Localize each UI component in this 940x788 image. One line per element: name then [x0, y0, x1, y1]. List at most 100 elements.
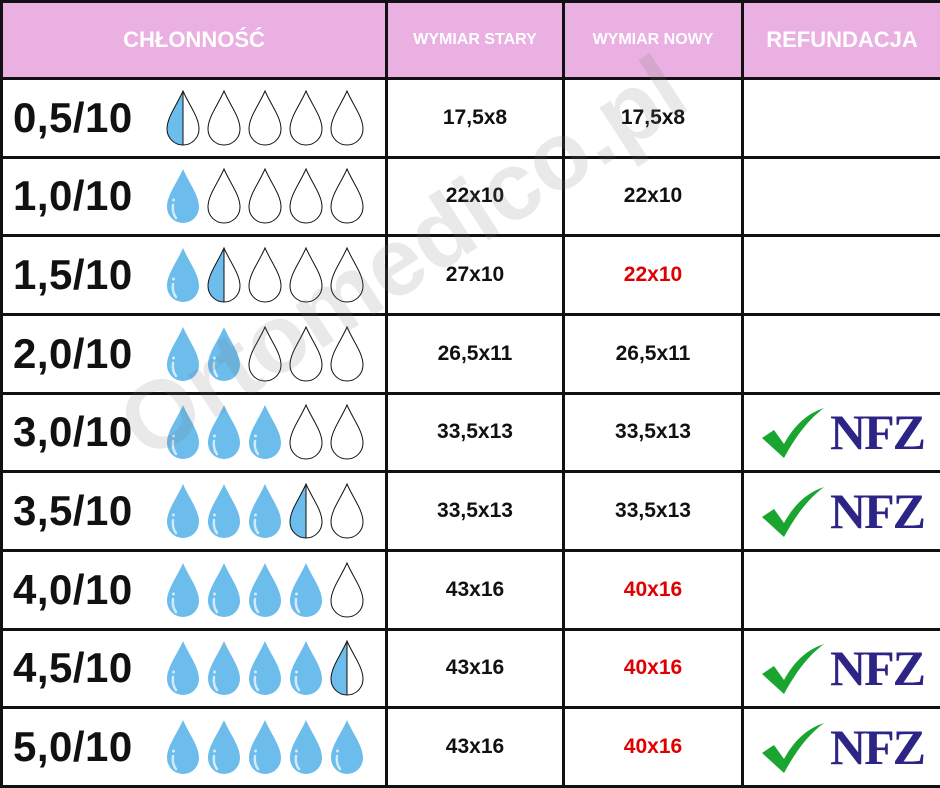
- empty-drop-icon: [330, 89, 364, 146]
- table-row: 1,0/10 22x10 22x10: [0, 155, 940, 238]
- full-drop-icon: [290, 562, 322, 617]
- checkmark-icon: [762, 723, 824, 774]
- full-drop-icon: [208, 720, 240, 775]
- new-size: 33,5x13: [615, 420, 691, 444]
- header-new-size: WYMIAR NOWY: [562, 0, 744, 80]
- half-drop-icon: [330, 640, 364, 696]
- new-size: 40x16: [623, 656, 683, 680]
- absorbency-level: 4,0/10: [13, 565, 133, 613]
- drop-rating: [165, 561, 365, 619]
- new-size: 26,5x11: [615, 341, 691, 365]
- absorbency-level: 1,0/10: [13, 172, 133, 220]
- full-drop-icon: [331, 720, 363, 775]
- checkmark-icon: [762, 408, 824, 459]
- full-drop-icon: [167, 484, 199, 539]
- nfz-refund-badge: NFZ: [744, 718, 940, 776]
- full-drop-icon: [167, 248, 199, 303]
- nfz-logo: NFZ: [830, 483, 926, 540]
- nfz-logo: NFZ: [830, 640, 926, 697]
- table-row: 0,5/10 17,5x8 17,5x8: [0, 77, 940, 159]
- header-old-size: WYMIAR STARY: [385, 0, 565, 80]
- old-size: 43x16: [445, 656, 505, 680]
- empty-drop-icon: [330, 482, 364, 539]
- new-size: 22x10: [623, 184, 683, 208]
- full-drop-icon: [208, 641, 240, 696]
- old-size: 43x16: [445, 735, 505, 759]
- full-drop-icon: [249, 641, 281, 696]
- drop-rating: [165, 167, 365, 225]
- absorbency-level: 5,0/10: [13, 723, 133, 771]
- refund-cell: NFZ: [741, 627, 940, 710]
- header-row: CHŁONNOŚĆ WYMIAR STARY WYMIAR NOWY REFUN…: [0, 0, 940, 80]
- drop-rating: [165, 482, 365, 540]
- empty-drop-icon: [248, 325, 282, 382]
- empty-drop-icon: [330, 561, 364, 618]
- checkmark-icon: [762, 644, 824, 695]
- nfz-logo: NFZ: [830, 404, 926, 461]
- drop-rating: [165, 325, 365, 383]
- empty-drop-icon: [289, 89, 323, 146]
- nfz-refund-badge: NFZ: [744, 403, 940, 461]
- absorbency-level: 2,0/10: [13, 329, 133, 377]
- new-size: 40x16: [623, 735, 683, 759]
- half-drop-icon: [166, 89, 200, 146]
- full-drop-icon: [208, 562, 240, 617]
- refund-cell: [741, 155, 940, 238]
- old-size: 17,5x8: [442, 105, 508, 129]
- full-drop-icon: [167, 169, 199, 224]
- absorbency-level: 3,0/10: [13, 408, 133, 456]
- nfz-refund-badge: NFZ: [744, 639, 940, 697]
- empty-drop-icon: [330, 168, 364, 224]
- header-refund: REFUNDACJA: [741, 0, 940, 80]
- new-size: 33,5x13: [615, 499, 691, 523]
- absorbency-level: 3,5/10: [13, 487, 133, 535]
- table-row: 5,0/10 43x16 40x16 NFZ: [0, 706, 940, 788]
- empty-drop-icon: [248, 89, 282, 146]
- full-drop-icon: [208, 484, 240, 539]
- new-size: 22x10: [623, 263, 683, 287]
- empty-drop-icon: [207, 168, 241, 224]
- table-row: 4,0/10 43x16 40x16: [0, 548, 940, 631]
- header-absorbency: CHŁONNOŚĆ: [0, 0, 388, 80]
- nfz-logo: NFZ: [830, 719, 926, 776]
- old-size: 33,5x13: [437, 499, 513, 523]
- full-drop-icon: [290, 720, 322, 775]
- half-drop-icon: [289, 482, 323, 539]
- old-size: 26,5x11: [437, 341, 513, 365]
- full-drop-icon: [290, 641, 322, 696]
- refund-cell: [741, 548, 940, 631]
- drop-rating: [165, 403, 365, 461]
- full-drop-icon: [249, 562, 281, 617]
- full-drop-icon: [167, 326, 199, 381]
- full-drop-icon: [167, 405, 199, 460]
- empty-drop-icon: [289, 246, 323, 303]
- half-drop-icon: [207, 246, 241, 303]
- table-row: 4,5/10 43x16 40x16 NFZ: [0, 627, 940, 710]
- empty-drop-icon: [289, 168, 323, 224]
- full-drop-icon: [167, 562, 199, 617]
- table-row: 3,0/10 33,5x13 33,5x13 NFZ: [0, 391, 940, 474]
- table-row: 1,5/10 27x10 22x10: [0, 234, 940, 316]
- full-drop-icon: [249, 405, 281, 460]
- drop-rating: [165, 89, 365, 147]
- full-drop-icon: [249, 720, 281, 775]
- drop-rating: [165, 246, 365, 304]
- table-row: 2,0/10 26,5x11 26,5x11: [0, 312, 940, 395]
- empty-drop-icon: [248, 246, 282, 303]
- drop-rating: [165, 639, 365, 697]
- absorbency-level: 0,5/10: [13, 93, 133, 141]
- checkmark-icon: [762, 487, 824, 538]
- old-size: 22x10: [445, 184, 505, 208]
- old-size: 43x16: [445, 577, 505, 601]
- empty-drop-icon: [289, 325, 323, 382]
- empty-drop-icon: [248, 168, 282, 224]
- empty-drop-icon: [207, 89, 241, 146]
- new-size: 17,5x8: [620, 105, 686, 129]
- full-drop-icon: [208, 326, 240, 381]
- old-size: 33,5x13: [437, 420, 513, 444]
- refund-cell: NFZ: [741, 706, 940, 788]
- absorbency-level: 4,5/10: [13, 644, 133, 692]
- empty-drop-icon: [330, 404, 364, 460]
- empty-drop-icon: [330, 246, 364, 303]
